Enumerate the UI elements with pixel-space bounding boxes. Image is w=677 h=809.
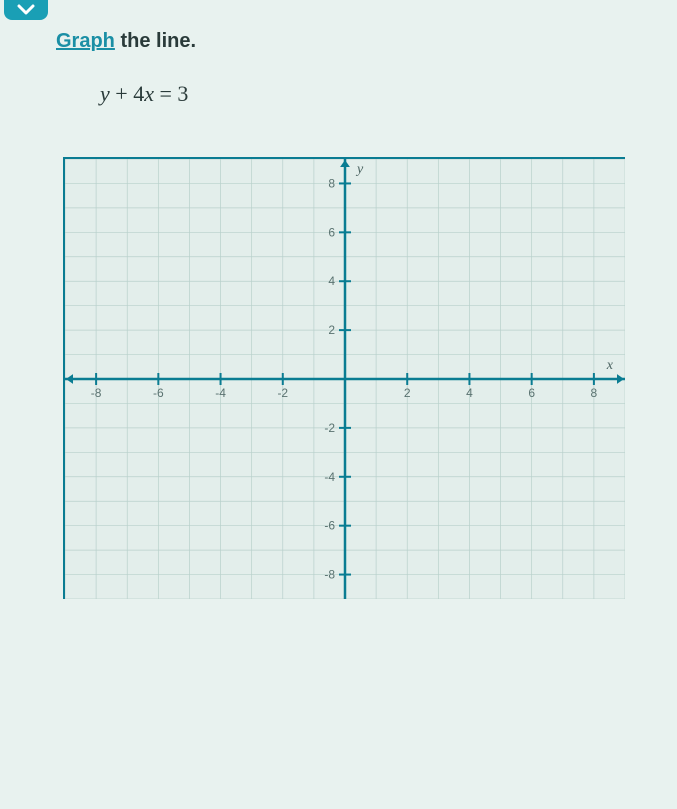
eq-plus: +: [115, 81, 127, 106]
svg-text:2: 2: [328, 323, 335, 337]
svg-text:-8: -8: [324, 568, 335, 582]
svg-text:4: 4: [328, 274, 335, 288]
equation: y + 4x = 3: [100, 81, 647, 107]
svg-text:x: x: [605, 358, 613, 373]
svg-text:y: y: [355, 162, 364, 177]
instruction-text: Graph the line.: [56, 30, 647, 53]
svg-text:-6: -6: [152, 386, 163, 400]
svg-text:-4: -4: [215, 386, 226, 400]
chart-frame: -8 -6 -4 -2 2 4 6 8 -8 -6 -4 -2 2 4 6 8 y x: [63, 157, 625, 599]
svg-text:6: 6: [528, 386, 535, 400]
svg-text:8: 8: [328, 176, 335, 190]
svg-text:-4: -4: [324, 470, 335, 484]
svg-text:-8: -8: [90, 386, 101, 400]
instruction-rest: the line.: [115, 30, 196, 52]
svg-text:-2: -2: [277, 386, 288, 400]
svg-text:2: 2: [403, 386, 410, 400]
svg-text:-6: -6: [324, 519, 335, 533]
svg-text:-2: -2: [324, 421, 335, 435]
svg-text:8: 8: [590, 386, 597, 400]
eq-var-y: y: [100, 81, 110, 106]
svg-text:6: 6: [328, 225, 335, 239]
chart-container: -8 -6 -4 -2 2 4 6 8 -8 -6 -4 -2 2 4 6 8 y x: [40, 157, 647, 599]
chevron-down-icon: [17, 4, 35, 16]
problem-page: Graph the line. y + 4x = 3 -8-6-4-22468-…: [0, 0, 677, 809]
dropdown-badge[interactable]: [4, 0, 48, 20]
eq-coef: 4: [133, 81, 144, 106]
graph-link[interactable]: Graph: [56, 30, 115, 52]
eq-var-x: x: [144, 81, 154, 106]
svg-text:4: 4: [466, 386, 473, 400]
coordinate-plane[interactable]: -8 -6 -4 -2 2 4 6 8 -8 -6 -4 -2 2 4 6 8 y x: [65, 159, 625, 599]
eq-equals: =: [159, 81, 171, 106]
eq-rhs: 3: [177, 81, 188, 106]
